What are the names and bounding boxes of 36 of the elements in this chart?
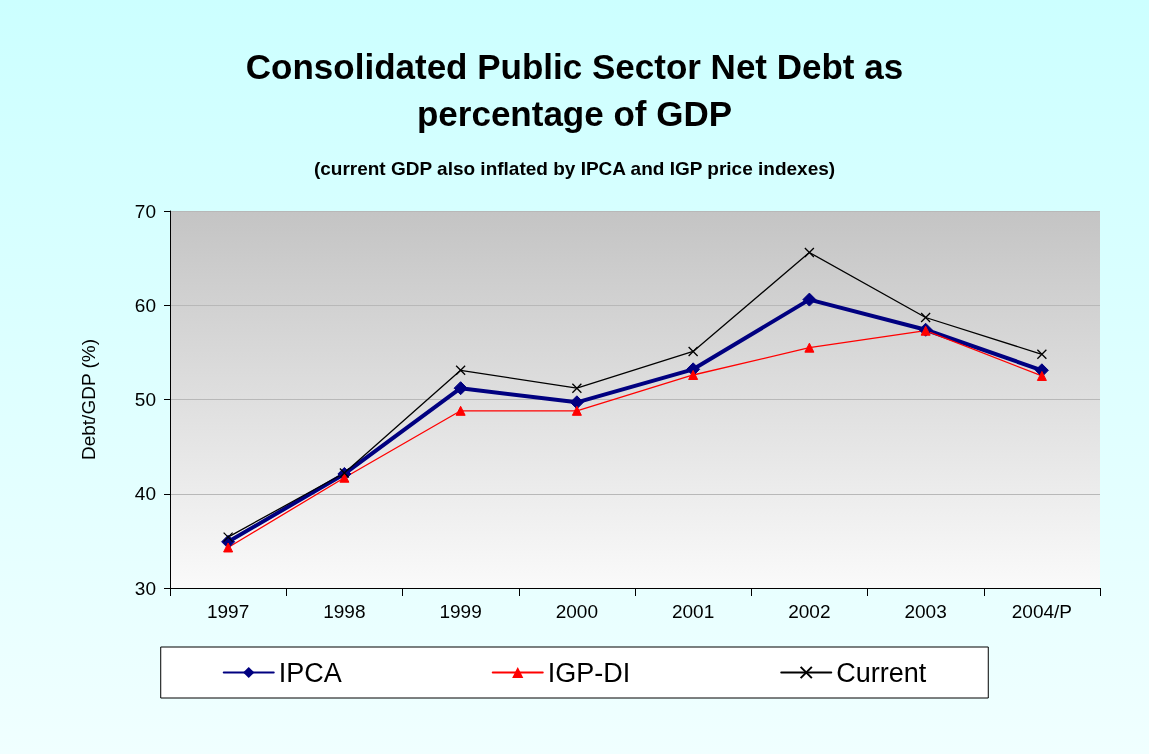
x-tick-label: 1999	[439, 601, 482, 622]
point	[569, 395, 584, 410]
point	[920, 312, 931, 323]
y-tick-label: 70	[134, 200, 156, 222]
legend-label: IGP-DI	[547, 657, 631, 688]
point	[687, 346, 699, 357]
x-tick-label: 2002	[788, 601, 831, 622]
point	[222, 531, 234, 543]
x-tick-label: 2004/P	[1011, 601, 1072, 622]
point	[1036, 349, 1048, 360]
legend-label: Current	[836, 657, 927, 688]
x-tick-label: 1998	[323, 601, 366, 622]
y-tick-label: 30	[134, 577, 156, 599]
x-tick-label: 2003	[904, 601, 947, 622]
y-tick-label: 40	[134, 483, 156, 505]
point	[571, 383, 583, 394]
y-tick-label: 50	[134, 389, 156, 410]
point	[1036, 370, 1047, 381]
y-axis-title: Debt/GDP (%)	[78, 338, 99, 461]
x-tick-label: 2001	[671, 601, 715, 622]
point	[804, 247, 815, 258]
x-tick-label: 1997	[206, 601, 250, 622]
point	[571, 405, 582, 416]
chart-title: Consolidated Public Sector Net Debt as percentage of GDP	[245, 47, 904, 133]
point	[223, 542, 234, 553]
point	[455, 365, 466, 376]
x-tick-label: 2000	[555, 601, 599, 622]
chart-subtitle: (current GDP also inflated by IPCA and IGP price indexes)	[313, 158, 836, 179]
point	[804, 342, 815, 353]
point	[339, 472, 350, 483]
legend-label: IPCA	[278, 657, 342, 688]
point	[688, 369, 699, 380]
point	[453, 381, 468, 396]
y-tick-label: 60	[134, 294, 156, 316]
point	[802, 292, 817, 307]
point	[455, 405, 466, 416]
